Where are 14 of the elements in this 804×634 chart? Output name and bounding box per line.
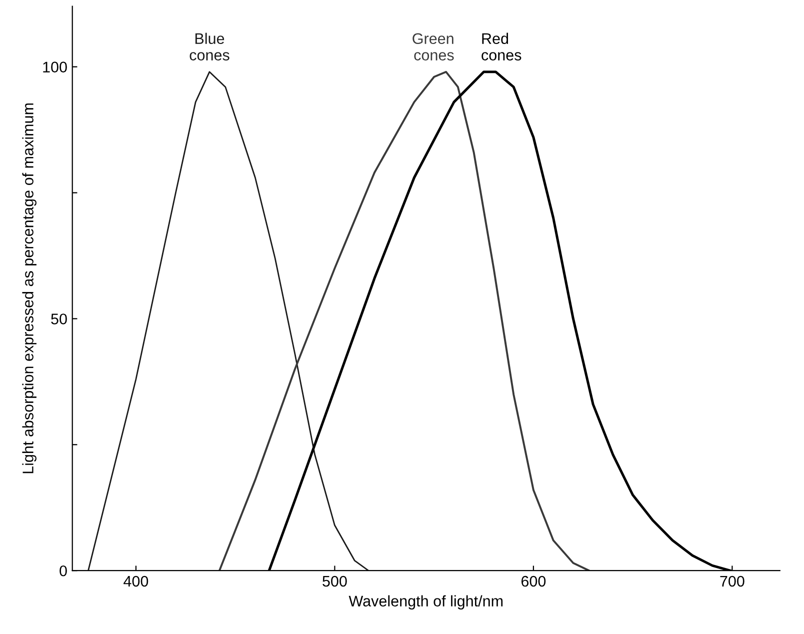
y-tick-label: 50 — [51, 314, 67, 324]
x-axis-title: Wavelength of light/nm — [348, 595, 503, 610]
y-tick-label: 0 — [60, 565, 67, 576]
line-series — [218, 70, 590, 571]
y-tick-label: 100 — [43, 62, 67, 72]
series-label: Blue cones — [190, 32, 230, 60]
series-label: Red cones — [482, 32, 522, 60]
y-axis-title: Light absorption expressed as percentage of maximum — [22, 103, 36, 474]
x-tick-label: 600 — [521, 576, 546, 587]
x-tick-label: 400 — [124, 576, 148, 587]
line-series — [88, 71, 370, 571]
x-tick-label: 500 — [322, 576, 347, 587]
x-tick-label: 700 — [720, 576, 744, 587]
series-label: Green cones — [412, 33, 454, 60]
